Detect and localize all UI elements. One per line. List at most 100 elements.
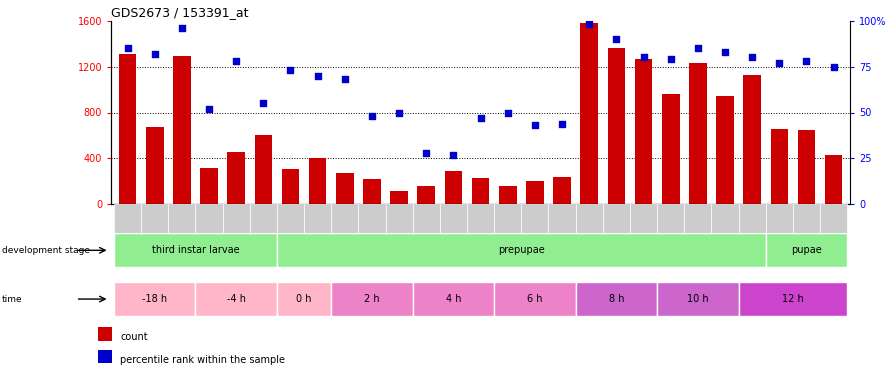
Bar [363, 179, 381, 204]
Bar [522, 204, 548, 266]
Bar [576, 204, 603, 266]
Point [419, 150, 433, 156]
Bar [114, 204, 142, 266]
Bar [440, 204, 467, 266]
Point [827, 63, 841, 70]
Bar [196, 282, 277, 316]
Text: 6 h: 6 h [527, 294, 543, 304]
Bar [385, 204, 413, 266]
Text: prepupae: prepupae [498, 245, 545, 255]
Bar [765, 233, 847, 267]
Bar [304, 204, 331, 266]
Bar [472, 178, 490, 204]
Point [528, 122, 542, 128]
Text: third instar larvae: third instar larvae [151, 245, 239, 255]
Bar [336, 173, 353, 204]
Bar [467, 204, 494, 266]
Point [174, 25, 189, 31]
Point [392, 110, 406, 116]
Bar [825, 155, 843, 204]
Bar [603, 204, 630, 266]
Bar [255, 135, 272, 204]
Bar [142, 204, 168, 266]
Bar [277, 233, 765, 267]
Point [773, 60, 787, 66]
Text: 12 h: 12 h [782, 294, 804, 304]
Point [120, 45, 134, 51]
Bar [146, 128, 164, 204]
Text: development stage: development stage [2, 246, 90, 255]
Point [745, 54, 759, 60]
Bar [417, 186, 435, 204]
Bar [196, 204, 222, 266]
Bar [227, 152, 245, 204]
Text: pupae: pupae [791, 245, 821, 255]
Bar [608, 48, 625, 204]
Bar [494, 204, 522, 266]
Text: GDS2673 / 153391_at: GDS2673 / 153391_at [111, 6, 248, 20]
Bar [168, 204, 196, 266]
Bar [576, 282, 657, 316]
Bar [277, 282, 331, 316]
Bar [739, 204, 765, 266]
Bar [413, 282, 494, 316]
Bar [554, 177, 570, 204]
Bar [771, 129, 789, 204]
Bar [548, 204, 576, 266]
Bar [222, 204, 250, 266]
Bar [277, 204, 304, 266]
Point [555, 120, 570, 126]
Point [582, 21, 596, 27]
Bar [657, 282, 739, 316]
Point [473, 115, 488, 121]
Bar [200, 168, 218, 204]
Point [664, 56, 678, 62]
Bar [499, 186, 516, 204]
Bar [114, 282, 196, 316]
Point [501, 110, 515, 116]
Bar [331, 204, 359, 266]
Text: 10 h: 10 h [687, 294, 708, 304]
Point [229, 58, 243, 64]
Bar [114, 233, 277, 267]
Bar [250, 204, 277, 266]
Point [610, 36, 624, 42]
Bar [98, 327, 112, 340]
Text: -4 h: -4 h [227, 294, 246, 304]
Bar [118, 54, 136, 204]
Text: percentile rank within the sample: percentile rank within the sample [120, 355, 285, 365]
Bar [684, 204, 711, 266]
Bar [309, 159, 327, 204]
Text: 2 h: 2 h [364, 294, 380, 304]
Bar [630, 204, 657, 266]
Text: count: count [120, 333, 148, 342]
Bar [689, 63, 707, 204]
Text: 0 h: 0 h [296, 294, 311, 304]
Bar [281, 169, 299, 204]
Text: -18 h: -18 h [142, 294, 167, 304]
Point [691, 45, 705, 51]
Text: time: time [2, 295, 22, 304]
Bar [711, 204, 739, 266]
Bar [98, 350, 112, 363]
Bar [331, 282, 413, 316]
Bar [526, 182, 544, 204]
Bar [820, 204, 847, 266]
Point [446, 152, 460, 158]
Point [202, 106, 216, 112]
Bar [793, 204, 820, 266]
Point [148, 51, 162, 57]
Bar [391, 190, 408, 204]
Point [256, 100, 271, 106]
Point [718, 49, 732, 55]
Bar [739, 282, 847, 316]
Bar [580, 24, 598, 204]
Bar [173, 56, 190, 204]
Bar [657, 204, 684, 266]
Point [799, 58, 813, 64]
Bar [716, 96, 734, 204]
Bar [359, 204, 385, 266]
Bar [494, 282, 576, 316]
Bar [445, 171, 462, 204]
Bar [413, 204, 440, 266]
